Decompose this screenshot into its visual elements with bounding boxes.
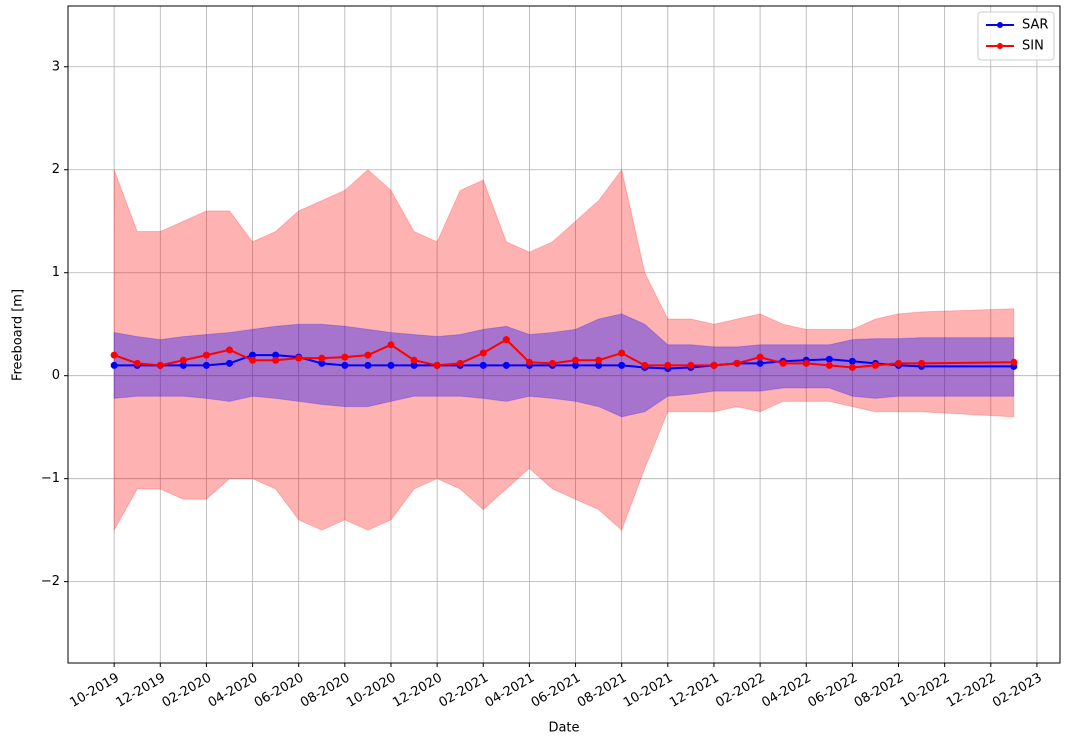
marker bbox=[133, 359, 141, 367]
marker bbox=[272, 356, 280, 364]
marker bbox=[825, 355, 833, 363]
marker bbox=[341, 353, 349, 361]
x-tick-label: 10-2019 bbox=[67, 671, 122, 711]
x-tick-label: 02-2020 bbox=[160, 671, 215, 711]
y-axis-label: Freeboard [m] bbox=[11, 289, 26, 381]
x-axis-label: Date bbox=[548, 721, 579, 736]
marker bbox=[225, 359, 233, 367]
marker bbox=[664, 361, 672, 369]
x-tick-label: 08-2020 bbox=[298, 671, 353, 711]
marker bbox=[525, 358, 533, 366]
marker bbox=[433, 361, 441, 369]
x-tick-label: 02-2023 bbox=[990, 671, 1045, 711]
marker bbox=[272, 351, 280, 359]
marker bbox=[479, 349, 487, 357]
marker bbox=[387, 361, 395, 369]
x-tick-label: 10-2022 bbox=[898, 671, 953, 711]
x-tick-label: 10-2020 bbox=[344, 671, 399, 711]
marker bbox=[110, 351, 118, 359]
x-tick-label: 10-2021 bbox=[621, 671, 676, 711]
y-tick-label: 3 bbox=[52, 59, 60, 74]
marker bbox=[387, 341, 395, 349]
marker bbox=[871, 361, 879, 369]
marker bbox=[179, 356, 187, 364]
marker bbox=[572, 356, 580, 364]
y-tick-label: 2 bbox=[52, 162, 60, 177]
marker bbox=[156, 361, 164, 369]
marker bbox=[618, 349, 626, 357]
y-tick-label: 1 bbox=[52, 265, 60, 280]
marker bbox=[756, 359, 764, 367]
marker bbox=[456, 359, 464, 367]
marker bbox=[341, 361, 349, 369]
legend-marker bbox=[997, 22, 1003, 28]
x-tick-label: 12-2020 bbox=[390, 671, 445, 711]
marker bbox=[318, 359, 326, 367]
x-tick-label: 12-2019 bbox=[113, 671, 168, 711]
marker bbox=[733, 359, 741, 367]
marker bbox=[802, 359, 810, 367]
marker bbox=[895, 359, 903, 367]
marker bbox=[848, 357, 856, 365]
x-tick-label: 06-2022 bbox=[806, 671, 861, 711]
x-tick-label: 06-2021 bbox=[529, 671, 584, 711]
marker bbox=[202, 361, 210, 369]
marker bbox=[249, 356, 257, 364]
marker bbox=[502, 336, 510, 344]
marker bbox=[710, 361, 718, 369]
x-tick-label: 02-2022 bbox=[713, 671, 768, 711]
marker bbox=[249, 351, 257, 359]
marker bbox=[548, 359, 556, 367]
x-tick-label: 06-2020 bbox=[252, 671, 307, 711]
marker bbox=[595, 361, 603, 369]
x-tick-label: 04-2021 bbox=[483, 671, 538, 711]
y-tick-label: −2 bbox=[41, 574, 60, 589]
marker bbox=[756, 353, 764, 361]
marker bbox=[110, 361, 118, 369]
band bbox=[113, 168, 1015, 533]
y-tick-label: 0 bbox=[52, 368, 60, 383]
marker bbox=[848, 363, 856, 371]
x-tick-label: 08-2021 bbox=[575, 671, 630, 711]
marker bbox=[479, 361, 487, 369]
plot-frame bbox=[67, 5, 1061, 664]
marker bbox=[364, 351, 372, 359]
x-tick-label: 02-2021 bbox=[436, 671, 491, 711]
marker bbox=[641, 361, 649, 369]
marker bbox=[225, 346, 233, 354]
x-tick-label: 12-2022 bbox=[944, 671, 999, 711]
marker bbox=[202, 351, 210, 359]
marker bbox=[1010, 358, 1018, 366]
marker bbox=[179, 361, 187, 369]
y-tick-label: −1 bbox=[41, 471, 60, 486]
marker bbox=[618, 361, 626, 369]
marker bbox=[502, 361, 510, 369]
legend-marker bbox=[997, 43, 1003, 49]
marker bbox=[918, 359, 926, 367]
marker bbox=[595, 356, 603, 364]
marker bbox=[825, 361, 833, 369]
legend-label: SAR bbox=[1022, 18, 1048, 33]
marker bbox=[687, 361, 695, 369]
x-tick-label: 04-2020 bbox=[206, 671, 261, 711]
legend-label: SIN bbox=[1022, 39, 1044, 54]
marker bbox=[318, 354, 326, 362]
x-tick-label: 08-2022 bbox=[852, 671, 907, 711]
x-tick-label: 12-2021 bbox=[667, 671, 722, 711]
x-tick-label: 04-2022 bbox=[759, 671, 814, 711]
marker bbox=[364, 361, 372, 369]
marker bbox=[572, 361, 580, 369]
marker bbox=[410, 356, 418, 364]
marker bbox=[410, 361, 418, 369]
marker bbox=[295, 354, 303, 362]
marker bbox=[779, 359, 787, 367]
